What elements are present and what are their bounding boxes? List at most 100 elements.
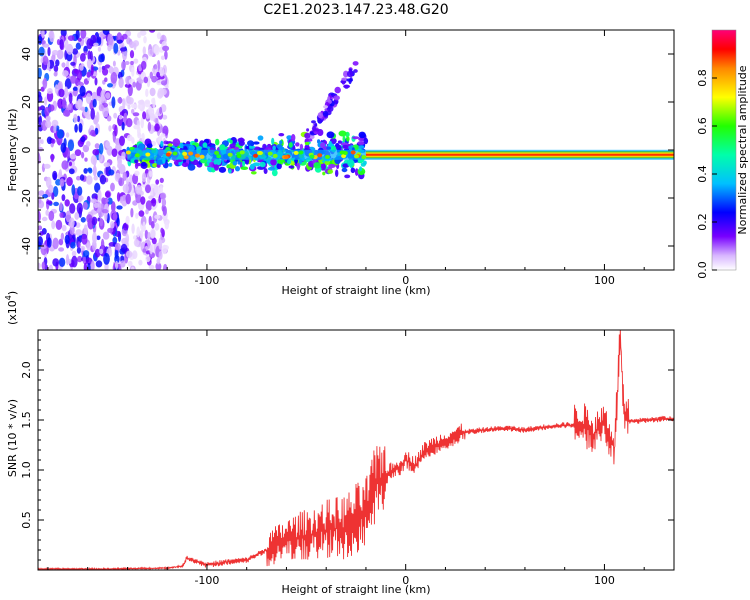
band-blob <box>259 161 266 168</box>
streak-blob <box>304 138 309 142</box>
noise-blob <box>111 201 116 213</box>
noise-blob <box>116 39 123 44</box>
spectrogram-y-tick-label: -40 <box>20 237 33 255</box>
dominant-line-peak <box>125 150 131 155</box>
noise-blob <box>72 86 78 91</box>
band-blob <box>322 171 326 176</box>
snr-x-label: Height of straight line (km) <box>281 583 430 596</box>
noise-blob <box>69 203 76 214</box>
streak-blob <box>334 86 341 94</box>
noise-blob <box>38 210 41 223</box>
noise-blob <box>64 86 69 99</box>
band-blob <box>213 158 222 166</box>
noise-blob <box>137 32 142 39</box>
noise-blob <box>154 214 161 219</box>
noise-blob <box>110 182 115 192</box>
noise-blob <box>62 109 70 117</box>
noise-blob <box>64 234 70 245</box>
noise-blob <box>90 155 98 165</box>
noise-blob <box>126 134 133 142</box>
noise-blob <box>85 257 93 265</box>
dominant-line-peak <box>350 150 356 155</box>
noise-blob <box>76 202 83 215</box>
band-blob <box>288 142 293 148</box>
dominant-line-peak <box>216 154 222 159</box>
noise-blob <box>71 255 78 268</box>
dominant-line-peak <box>283 155 289 160</box>
noise-blob <box>45 115 51 122</box>
dominant-line-peak <box>172 151 178 156</box>
noise-blob <box>86 38 93 50</box>
noise-blob <box>131 108 135 115</box>
noise-blob <box>127 104 131 110</box>
noise-blob <box>99 174 107 185</box>
noise-blob <box>122 171 127 181</box>
noise-blob <box>82 201 88 210</box>
noise-blob <box>107 83 113 88</box>
noise-blob <box>125 233 130 244</box>
noise-blob <box>107 197 113 205</box>
band-blob <box>173 160 179 166</box>
noise-blob <box>114 124 118 137</box>
colorbar-tick-label: 0.0 <box>696 261 709 279</box>
noise-blob <box>111 96 116 109</box>
band-blob <box>160 140 164 147</box>
noise-blob <box>74 123 78 133</box>
noise-blob <box>77 37 82 42</box>
noise-blob <box>160 192 167 200</box>
streak-blob <box>353 69 358 73</box>
noise-blob <box>58 169 63 178</box>
noise-blob <box>38 138 42 145</box>
noise-blob <box>102 231 110 240</box>
band-blob <box>352 136 360 140</box>
noise-blob <box>141 172 147 183</box>
noise-blob <box>98 152 104 163</box>
snr-x-tick-label: 0 <box>402 574 409 587</box>
noise-blob <box>79 85 86 97</box>
noise-blob <box>99 143 104 155</box>
colorbar: 0.0 0.2 0.4 0.6 0.8 Normalized spectral ampl… <box>696 29 749 279</box>
noise-blob <box>80 53 86 62</box>
noise-blob <box>121 200 126 207</box>
noise-blob <box>80 136 86 143</box>
noise-blob <box>159 177 164 183</box>
streak-blob <box>322 110 329 117</box>
band-blob <box>326 146 331 150</box>
noise-blob <box>103 253 110 265</box>
noise-blob <box>104 77 108 82</box>
colorbar-label: Normalized spectral amplitude <box>736 65 749 234</box>
noise-blob <box>107 33 114 46</box>
band-blob <box>187 163 196 171</box>
snr-y-label: SNR (10 * v/v) <box>6 399 19 477</box>
noise-blob <box>148 170 153 178</box>
noise-blob <box>70 75 77 84</box>
noise-blob <box>44 96 48 106</box>
noise-blob <box>38 236 43 247</box>
noise-blob <box>123 112 128 119</box>
noise-blob <box>75 229 83 236</box>
band-blob <box>240 166 249 170</box>
noise-blob <box>96 111 100 123</box>
band-blob <box>257 135 264 141</box>
noise-blob <box>81 151 85 159</box>
noise-blob <box>74 149 82 157</box>
noise-blob <box>51 220 56 230</box>
band-blob <box>347 159 355 167</box>
noise-blob <box>83 262 88 270</box>
noise-blob <box>96 36 102 43</box>
noise-blob <box>100 238 105 251</box>
spectrogram-x-tick-label: -100 <box>194 274 219 287</box>
band-blob <box>263 168 268 174</box>
noise-blob <box>111 148 118 157</box>
noise-blob <box>85 93 92 104</box>
noise-blob <box>120 47 127 52</box>
streak-blob <box>313 128 320 132</box>
noise-blob <box>47 46 51 57</box>
noise-blob <box>108 169 115 176</box>
band-blob <box>179 142 184 149</box>
dominant-line-peak <box>361 155 367 160</box>
band-blob <box>271 137 275 145</box>
noise-blob <box>58 247 65 252</box>
colorbar-tick-label: 0.6 <box>696 117 709 135</box>
noise-blob <box>101 209 109 214</box>
